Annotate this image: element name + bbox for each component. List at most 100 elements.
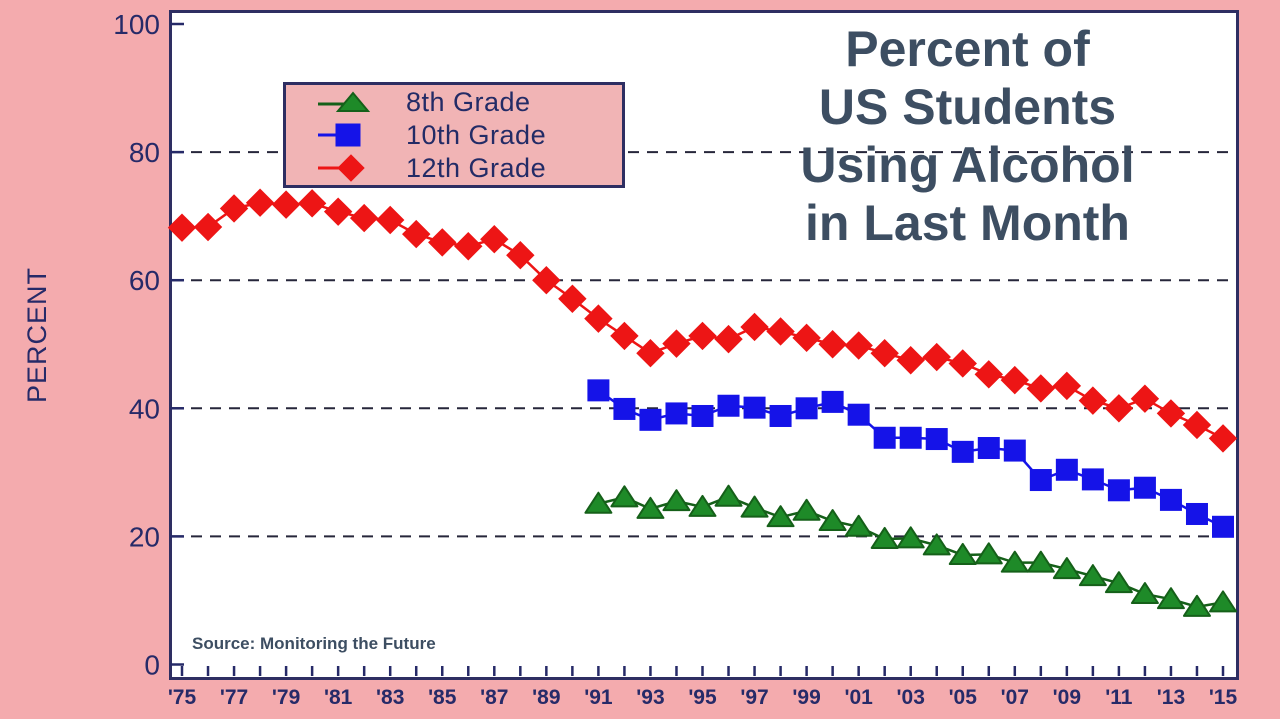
- diamond-marker-icon: [922, 342, 951, 372]
- y-axis-title: PERCENT: [22, 267, 52, 404]
- x-tick-label: '15: [1209, 686, 1238, 709]
- legend-label: 8th Grade: [406, 86, 531, 117]
- triangle-marker-icon: [1156, 587, 1185, 610]
- triangle-marker-icon: [636, 496, 665, 519]
- x-axis-labels: '75 '77 '79 '81 '83 '85 '87 '89 '91 '93 '95 '97 '99 '…: [168, 686, 1238, 709]
- triangle-marker-icon: [1182, 594, 1211, 617]
- square-marker-icon: [1055, 458, 1078, 481]
- triangle-marker-icon: [1078, 564, 1107, 587]
- square-marker-icon: [925, 428, 948, 451]
- x-tick-label: '75: [168, 686, 197, 709]
- diamond-marker-icon: [1052, 371, 1082, 401]
- diamond-marker-icon: [792, 323, 821, 353]
- square-marker-icon: [847, 403, 870, 426]
- diamond-marker-icon: [271, 190, 301, 219]
- diamond-marker-icon: [349, 203, 379, 233]
- square-marker-icon: [1159, 488, 1182, 511]
- x-tick-label: '05: [949, 686, 978, 709]
- x-tick-label: '07: [1001, 686, 1029, 709]
- triangle-marker-icon: [896, 526, 925, 549]
- diamond-marker-icon: [584, 304, 613, 333]
- diamond-marker-icon: [636, 339, 665, 368]
- triangle-marker-icon: [1026, 550, 1055, 573]
- diamond-marker-icon: [1026, 374, 1056, 403]
- triangle-marker-icon: [948, 542, 977, 565]
- square-marker-icon: [318, 123, 361, 147]
- triangle-marker-icon: [740, 495, 769, 518]
- y-tick-label: 0: [144, 650, 160, 681]
- triangle-marker-icon: [1104, 571, 1133, 594]
- square-marker-icon: [1003, 439, 1026, 462]
- triangle-marker-icon: [844, 514, 873, 537]
- square-marker-icon: [1029, 469, 1052, 492]
- triangle-marker-icon: [318, 91, 371, 112]
- legend-item-10th-grade: 10th Grade: [310, 120, 622, 151]
- x-tick-label: '01: [844, 686, 873, 709]
- legend-item-8th-grade: 8th Grade: [310, 87, 622, 118]
- square-marker-icon: [691, 404, 714, 427]
- square-marker-icon: [977, 437, 1000, 460]
- x-tick-label: '77: [220, 686, 248, 709]
- triangle-marker-icon: [818, 509, 847, 532]
- diamond-marker-icon: [1000, 365, 1030, 395]
- square-marker-icon: [873, 426, 896, 449]
- diamond-marker-icon: [948, 349, 977, 378]
- diamond-marker-icon: [896, 346, 925, 375]
- diamond-marker-icon: [1078, 386, 1108, 415]
- series-10th-grade: [587, 379, 1234, 538]
- legend-label: 12th Grade: [406, 152, 547, 183]
- x-tick-label: '99: [792, 686, 820, 709]
- x-tick-label: '89: [532, 686, 560, 709]
- x-tick-label: '95: [688, 686, 717, 709]
- triangle-marker-icon: [922, 533, 951, 556]
- triangle-marker-icon: [662, 489, 691, 512]
- triangle-marker-icon: [1052, 557, 1081, 580]
- x-tick-label: '93: [636, 686, 664, 709]
- diamond-marker-icon: [870, 339, 899, 368]
- diamond-marker-icon: [1208, 424, 1238, 453]
- diamond-marker-icon: [480, 225, 509, 254]
- x-axis-ticks: [180, 666, 1225, 676]
- diamond-marker-icon: [1156, 399, 1186, 428]
- diamond-marker-icon: [662, 329, 691, 358]
- series-8th-grade: [584, 484, 1237, 617]
- diamond-marker-icon: [818, 330, 847, 359]
- triangle-marker-icon: [584, 491, 613, 514]
- triangle-marker-icon: [974, 542, 1003, 565]
- chart-title-line: US Students: [818, 79, 1117, 135]
- source-note: Source: Monitoring the Future: [192, 634, 436, 653]
- triangle-marker-icon: [1000, 550, 1029, 573]
- chart-title-line: Using Alcohol: [800, 137, 1135, 193]
- diamond-marker-icon: [402, 219, 431, 249]
- triangle-marker-icon: [714, 484, 743, 507]
- diamond-marker-icon: [297, 189, 327, 218]
- diamond-marker-icon: [974, 360, 1003, 389]
- series-12th-grade: [167, 188, 1238, 453]
- x-tick-label: '87: [480, 686, 508, 709]
- triangle-marker-icon: [1209, 590, 1237, 613]
- triangle-marker-icon: [688, 494, 717, 517]
- x-tick-label: '83: [376, 686, 404, 709]
- square-marker-icon: [951, 440, 974, 463]
- diamond-marker-icon: [506, 241, 535, 270]
- x-tick-label: '13: [1157, 686, 1185, 709]
- square-marker-icon: [613, 397, 636, 420]
- square-marker-icon: [899, 426, 922, 449]
- diamond-marker-icon: [610, 321, 639, 351]
- square-marker-icon: [743, 396, 766, 419]
- diamond-marker-icon: [714, 324, 743, 354]
- square-marker-icon: [1107, 479, 1130, 502]
- square-marker-icon: [769, 404, 792, 427]
- square-marker-icon: [1081, 468, 1104, 491]
- triangle-marker-icon: [1130, 582, 1159, 605]
- square-marker-icon: [587, 379, 610, 402]
- diamond-marker-icon: [323, 197, 353, 226]
- diamond-marker-icon: [532, 265, 561, 295]
- y-tick-label: 60: [129, 265, 160, 296]
- triangle-marker-icon: [610, 485, 639, 508]
- diamond-marker-icon: [1182, 410, 1212, 440]
- x-tick-label: '11: [1105, 686, 1133, 709]
- square-marker-icon: [639, 408, 662, 431]
